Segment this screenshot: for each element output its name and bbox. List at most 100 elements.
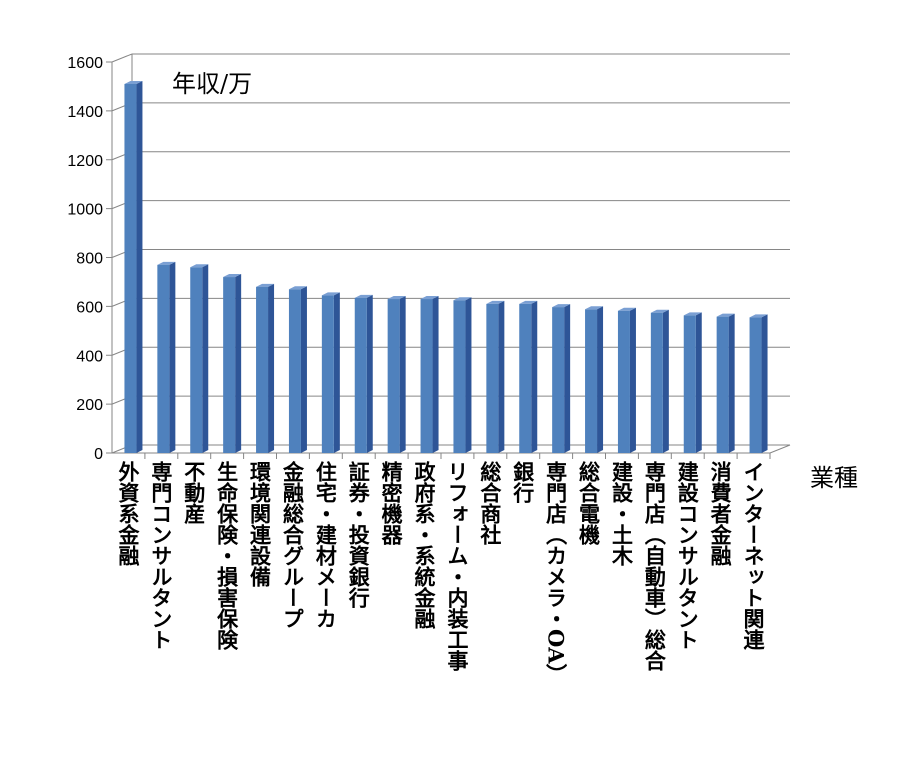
bar-top xyxy=(716,313,735,317)
category-label: 銀行 xyxy=(511,461,536,504)
category-label: 総合電機 xyxy=(577,460,602,546)
bar-side xyxy=(564,304,571,453)
bar-top xyxy=(749,314,768,318)
bar-top xyxy=(453,297,472,301)
bar xyxy=(387,296,406,453)
category-label: 総合商社 xyxy=(478,460,503,545)
floor-edge xyxy=(769,444,791,454)
bar-top xyxy=(288,286,307,290)
bar-top xyxy=(519,300,538,304)
category-label: 金融総合グループ xyxy=(280,460,305,629)
y-tick-label: 1000 xyxy=(67,202,103,219)
bar-front xyxy=(288,289,301,453)
bar xyxy=(650,309,669,453)
bar-side xyxy=(761,314,768,453)
bar xyxy=(453,297,472,453)
bar-side xyxy=(728,313,735,453)
bar xyxy=(552,304,571,453)
bar xyxy=(157,261,176,453)
bar-side xyxy=(432,296,439,453)
y-tick-labels: 0 200 400 600 800 1000 1200 1400 1600 xyxy=(67,55,103,463)
bar xyxy=(288,286,307,453)
bar xyxy=(617,307,636,453)
bar-side xyxy=(399,296,406,453)
bar-side xyxy=(169,261,176,453)
category-label: 専門店（自動車）総合 xyxy=(642,460,667,672)
category-label: 消費者金融 xyxy=(708,460,733,567)
category-label: 住宅・建材メーカ xyxy=(313,460,338,629)
bar-top xyxy=(223,274,242,278)
category-label: 不動産 xyxy=(182,461,207,525)
category-label: 建設コンサルタント xyxy=(675,460,700,650)
bar-front xyxy=(650,312,663,453)
bar-front xyxy=(585,309,598,453)
bar-front xyxy=(256,286,269,453)
bar-top xyxy=(387,296,406,300)
bar-side xyxy=(662,309,669,453)
bar-front xyxy=(190,267,203,453)
bar-top xyxy=(190,264,209,268)
y-tick-label: 400 xyxy=(76,348,103,365)
bar xyxy=(420,296,439,453)
bar-side xyxy=(136,80,143,454)
category-labels: 外資系金融 専門コンサルタント 不動産 生命保険・損害保険 環境関連設備 金融総合グループ… xyxy=(116,460,766,684)
bar-side xyxy=(498,300,505,453)
bar-side xyxy=(300,286,307,453)
category-label: 精密機器 xyxy=(379,460,404,546)
bar-front xyxy=(124,83,137,454)
bar-front xyxy=(157,264,170,453)
category-label: 生命保険・損害保険 xyxy=(215,460,240,651)
bar xyxy=(683,312,702,453)
category-label: 環境関連設備 xyxy=(248,461,273,587)
category-label: 政府系・系統金融 xyxy=(412,460,437,630)
bar xyxy=(486,300,505,453)
y-tick-label: 1600 xyxy=(67,55,103,72)
bar-side xyxy=(597,306,604,453)
bar xyxy=(223,274,242,453)
bar-top xyxy=(157,261,176,265)
bar-front xyxy=(617,310,630,453)
category-label: 建設・土木 xyxy=(609,460,634,567)
category-label: 外資系金融 xyxy=(116,460,141,567)
bar-top xyxy=(617,307,636,311)
bar-top xyxy=(124,80,143,84)
bar-top xyxy=(420,296,439,300)
y-tick-label: 200 xyxy=(76,397,103,414)
bar-front xyxy=(716,316,729,453)
y-tick-label: 600 xyxy=(76,299,103,316)
bar-top xyxy=(585,306,604,310)
y-tick-label: 1400 xyxy=(67,104,103,121)
bar-top xyxy=(486,300,505,304)
bar-top xyxy=(650,309,669,313)
bar xyxy=(256,283,275,453)
category-label: 証券・投資銀行 xyxy=(346,460,371,609)
bar-side xyxy=(235,274,242,453)
bar xyxy=(354,294,373,453)
bar-front xyxy=(552,307,565,453)
bar-side xyxy=(202,264,209,453)
bar-side xyxy=(465,297,472,453)
bar-side xyxy=(695,312,702,453)
bar-side xyxy=(333,292,340,453)
y-tick-label: 800 xyxy=(76,251,103,268)
bar-side xyxy=(531,300,538,453)
category-label: リフォーム・内装工事 xyxy=(445,461,470,671)
bar-front xyxy=(453,300,466,453)
gridline-slant xyxy=(111,53,133,63)
bar xyxy=(749,314,768,453)
bar xyxy=(190,264,209,453)
bar-front xyxy=(519,303,532,453)
bar xyxy=(321,292,340,453)
bar-front xyxy=(223,277,236,453)
bar xyxy=(519,300,538,453)
bar xyxy=(124,80,143,454)
bar-top xyxy=(321,292,340,296)
y-tick-label: 0 xyxy=(94,446,103,463)
bar-top xyxy=(256,283,275,287)
bar-front xyxy=(354,297,367,453)
bar-top xyxy=(683,312,702,316)
bar-front xyxy=(420,299,433,453)
x-axis-title: 業種 xyxy=(810,464,858,492)
bar-front xyxy=(387,299,400,453)
